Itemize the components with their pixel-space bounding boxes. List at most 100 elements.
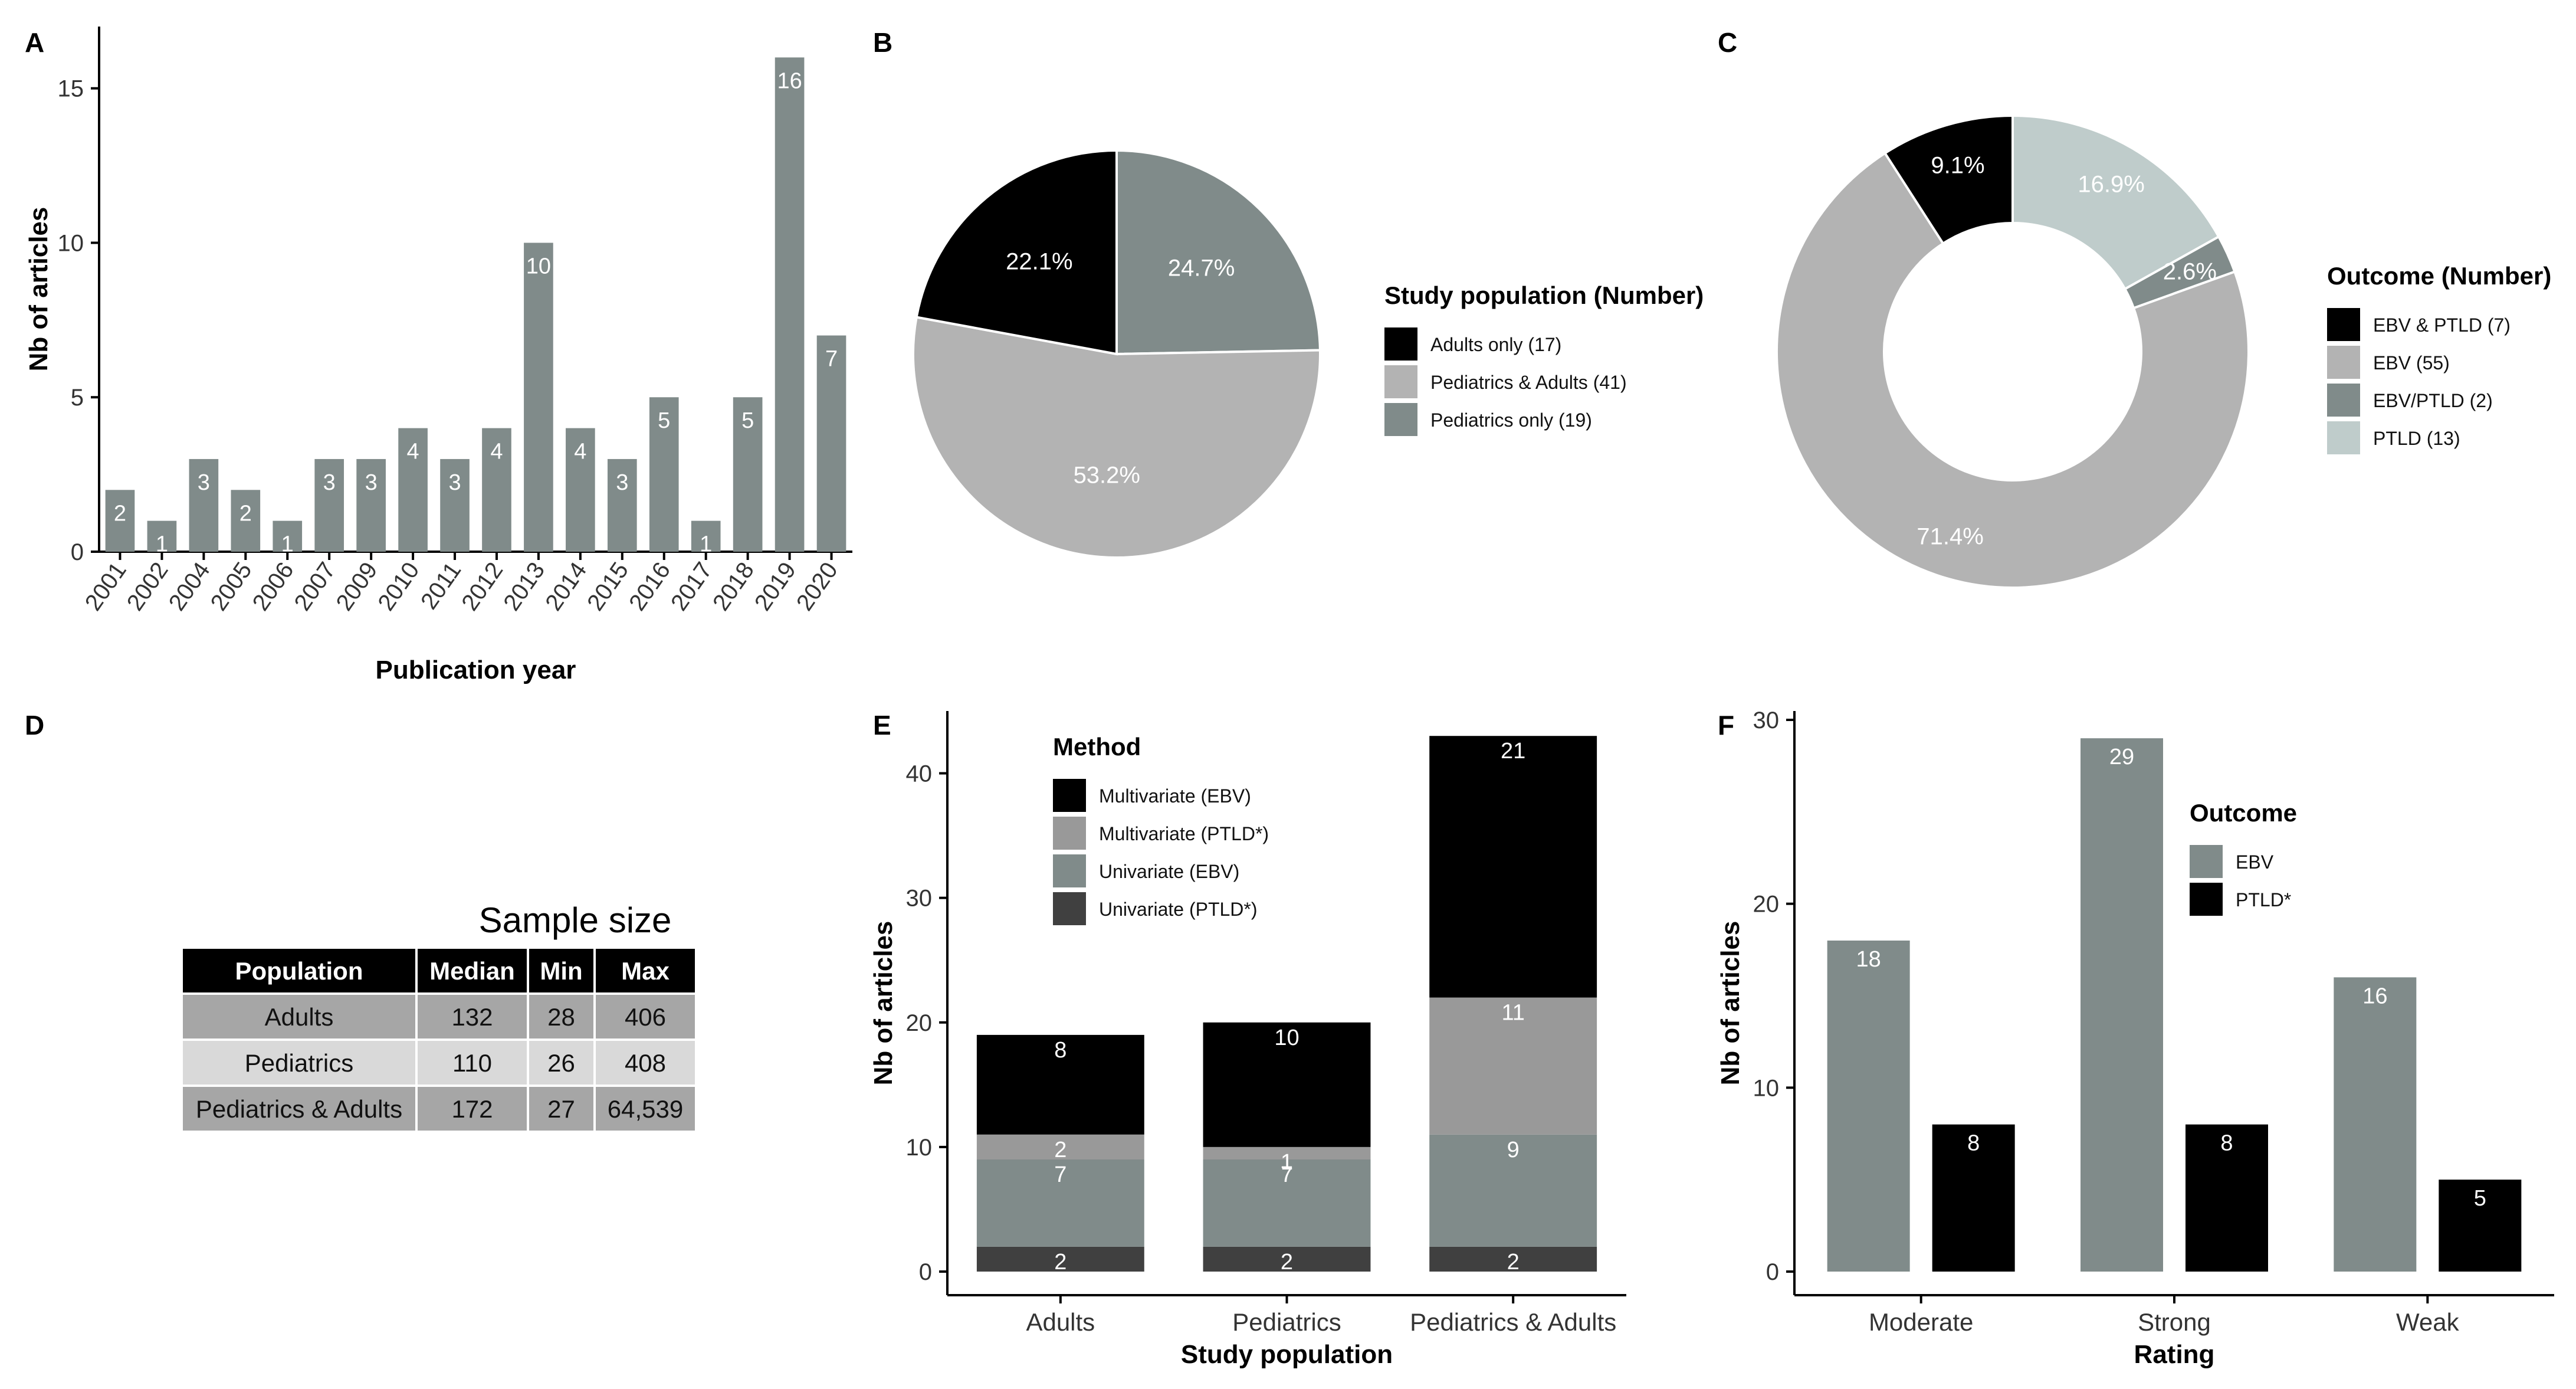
e-legend-swatch xyxy=(1053,779,1086,812)
e-segment-label: 7 xyxy=(1054,1162,1067,1187)
table-d-sample-size: Sample size Population Median Min Max Adults 1… xyxy=(181,900,697,1133)
f-legend-label: PTLD* xyxy=(2236,889,2291,910)
f-y-tick-label: 10 xyxy=(1753,1075,1780,1101)
d-cell-value: Adults xyxy=(265,1003,334,1031)
e-segment-label: 2 xyxy=(1281,1250,1293,1275)
a-bar-label: 5 xyxy=(741,408,754,433)
f-bar xyxy=(2186,1124,2268,1272)
e-legend-label: Univariate (EBV) xyxy=(1099,861,1239,882)
chart-a-publication-year: 0510152200112002320042200512006320073200… xyxy=(24,27,852,684)
a-bar xyxy=(147,520,177,552)
e-legend-label: Multivariate (PTLD*) xyxy=(1099,823,1269,844)
e-y-label: Nb of articles xyxy=(869,921,898,1086)
a-bar xyxy=(231,490,261,552)
a-bar xyxy=(105,490,135,552)
a-y-label: Nb of articles xyxy=(24,207,53,372)
b-legend-label: Pediatrics only (19) xyxy=(1430,410,1592,431)
d-header-label: Population xyxy=(235,957,363,985)
a-x-tick-label: 2007 xyxy=(289,558,340,615)
d-cell-value: 132 xyxy=(451,1003,493,1031)
a-x-tick-label: 2004 xyxy=(164,558,215,615)
a-bar-label: 10 xyxy=(526,254,551,279)
e-segment-label: 2 xyxy=(1507,1250,1520,1275)
chart-e-method-stacked: 0102030402728Adults27110Pediatrics291121… xyxy=(869,711,1626,1369)
f-bar-label: 8 xyxy=(1967,1131,1980,1156)
a-bar-label: 1 xyxy=(156,532,168,557)
a-bar-label: 2 xyxy=(114,501,126,526)
d-cell-value: 172 xyxy=(451,1095,493,1123)
a-x-tick-label: 2020 xyxy=(792,558,843,615)
d-table-cell xyxy=(593,1085,697,1133)
f-bar xyxy=(1932,1124,2015,1272)
a-bar xyxy=(189,458,219,552)
f-legend-swatch xyxy=(2190,845,2223,878)
a-y-tick-label: 10 xyxy=(58,230,84,256)
f-bar-label: 5 xyxy=(2474,1186,2486,1211)
a-x-label: Publication year xyxy=(376,656,576,684)
f-bar xyxy=(1827,941,1910,1272)
a-bar-label: 5 xyxy=(658,408,670,433)
e-y-tick-label: 20 xyxy=(906,1010,933,1036)
a-bar xyxy=(273,520,303,552)
a-bar xyxy=(649,397,679,552)
e-x-tick-label: Pediatrics & Adults xyxy=(1410,1308,1616,1336)
d-header-cell xyxy=(593,946,697,995)
e-bar-segment xyxy=(1429,1134,1597,1247)
b-slice-label: 53.2% xyxy=(1074,462,1140,488)
f-y-tick-label: 0 xyxy=(1766,1259,1779,1285)
a-x-tick-label: 2013 xyxy=(498,558,550,615)
c-legend-label: EBV (55) xyxy=(2373,352,2450,374)
panel-letter-e: E xyxy=(873,710,891,741)
d-header-label: Median xyxy=(429,957,515,985)
chart-f-rating-grouped: 0 10 20 30 18 8 Moderate 29 8 Strong 16 5 Weak Rating… xyxy=(1716,707,2554,1369)
e-segment-label: 1 xyxy=(1281,1150,1293,1175)
e-segment-label: 7 xyxy=(1281,1162,1293,1187)
a-bar-label: 3 xyxy=(448,470,461,495)
a-x-tick-label: 2011 xyxy=(416,558,466,614)
a-bar-label: 16 xyxy=(777,68,802,93)
c-legend-title: Outcome (Number) xyxy=(2327,262,2551,290)
c-slice xyxy=(1883,114,2014,245)
f-bar xyxy=(2081,738,2163,1272)
b-slice-label: 22.1% xyxy=(1006,248,1072,274)
a-bar xyxy=(524,243,553,552)
f-x-tick-label: Moderate xyxy=(1869,1308,1973,1336)
c-legend-label: EBV/PTLD (2) xyxy=(2373,390,2493,411)
e-bar-segment xyxy=(1429,736,1597,998)
a-bar xyxy=(482,428,511,552)
f-x-tick-label: Weak xyxy=(2396,1308,2460,1336)
d-header-label: Max xyxy=(621,957,670,985)
f-bar-label: 18 xyxy=(1856,947,1881,972)
d-cell-value: Pediatrics xyxy=(245,1049,353,1077)
a-x-tick-label: 2010 xyxy=(373,558,424,615)
e-segment-label: 8 xyxy=(1054,1038,1067,1063)
c-slice-label: 71.4% xyxy=(1917,524,1983,550)
a-y-tick-label: 15 xyxy=(58,76,84,102)
panel-letter-a: A xyxy=(25,27,44,58)
e-x-label: Study population xyxy=(1181,1340,1393,1369)
chart-b-study-population-pie: 24.7% 53.2% 22.1% Study population (Number)… xyxy=(912,149,1704,559)
a-bar-label: 1 xyxy=(281,532,294,557)
e-x-tick-label: Pediatrics xyxy=(1232,1308,1341,1336)
c-slice-label: 9.1% xyxy=(1931,152,1984,178)
a-bar-label: 2 xyxy=(239,501,252,526)
d-header-cell xyxy=(181,946,418,995)
e-legend-swatch xyxy=(1053,817,1086,850)
c-slice-label: 16.9% xyxy=(2078,171,2144,197)
e-legend-swatch xyxy=(1053,854,1086,887)
c-legend-label: PTLD (13) xyxy=(2373,428,2460,449)
d-cell-value: 27 xyxy=(547,1095,575,1123)
a-x-tick-label: 2002 xyxy=(122,558,173,615)
f-bar-label: 8 xyxy=(2220,1131,2233,1156)
e-bar-segment xyxy=(1203,1022,1371,1147)
panel-letter-f: F xyxy=(1718,710,1734,741)
e-bar-segment xyxy=(1203,1246,1371,1272)
e-bar-segment xyxy=(976,1134,1144,1159)
e-bar-segment xyxy=(976,1246,1144,1272)
a-bar-label: 4 xyxy=(407,440,419,464)
b-slice xyxy=(912,316,1321,559)
b-legend-label: Adults only (17) xyxy=(1430,334,1561,355)
a-bar-label: 3 xyxy=(365,470,378,495)
c-legend-swatch xyxy=(2327,346,2360,379)
e-bar-segment xyxy=(976,1034,1144,1135)
